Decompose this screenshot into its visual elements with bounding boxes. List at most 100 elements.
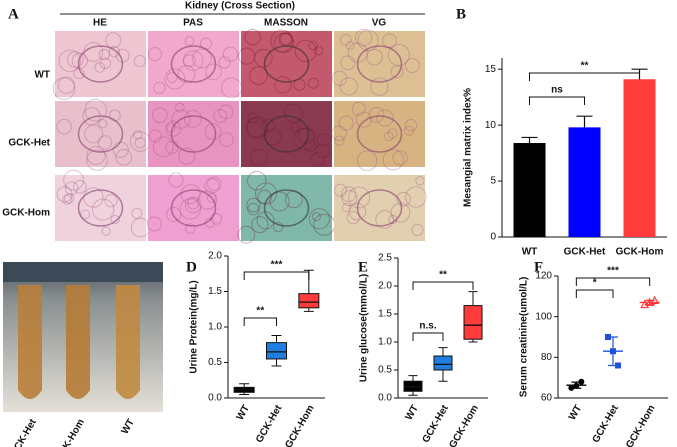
tissue-texture <box>332 70 348 87</box>
tissue-texture <box>98 118 108 129</box>
box <box>298 293 320 309</box>
y-axis-label: Mesangial matrix index% <box>463 88 474 207</box>
tissue-texture <box>338 115 354 131</box>
sd-bar <box>644 299 655 306</box>
tissue-texture <box>197 190 218 210</box>
significance-label: ** <box>256 306 264 317</box>
tissue-texture <box>390 65 404 79</box>
micrograph <box>241 31 332 97</box>
tissue-texture <box>254 48 273 68</box>
whisker <box>438 370 448 382</box>
glomerulus <box>263 115 310 153</box>
y-tick-label: 15 <box>485 64 497 75</box>
significance-bracket <box>412 281 474 290</box>
tube-label: GCK-Hom <box>53 417 86 447</box>
tissue-texture <box>152 136 174 158</box>
tissue-texture <box>218 104 234 120</box>
tissue-texture <box>110 215 120 225</box>
y-tick-label: 0 <box>490 232 496 243</box>
micrograph <box>148 101 239 167</box>
tissue-texture <box>340 55 356 71</box>
tissue-texture <box>279 32 293 46</box>
tissue-texture <box>237 225 256 244</box>
tissue-texture <box>83 187 104 208</box>
tissue-texture <box>307 77 319 89</box>
y-tick-label: 5 <box>490 176 496 187</box>
tissue-texture <box>73 180 87 194</box>
x-tick-label: WT <box>235 403 252 422</box>
whisker <box>239 383 250 388</box>
error-bar <box>521 136 538 144</box>
y-tick-label: 120 <box>535 271 552 282</box>
y-tick-label: 10 <box>485 120 497 131</box>
tissue-texture <box>207 193 217 203</box>
tissue-texture <box>108 46 121 58</box>
tissue-texture <box>179 198 202 220</box>
tissue-texture <box>403 125 415 136</box>
tissue-texture <box>270 29 294 53</box>
tissue-texture <box>105 32 122 49</box>
y-axis-label: Serum creatinine(umol/L) <box>519 277 530 398</box>
tissue-texture <box>404 119 418 132</box>
tissue-texture <box>382 149 404 171</box>
tissue-texture <box>178 147 196 165</box>
tissue-texture <box>184 196 202 214</box>
column-label: PAS <box>183 18 203 29</box>
tissue-texture <box>174 102 185 113</box>
tissue-texture <box>84 124 104 144</box>
y-tick-label: 2.0 <box>208 251 222 262</box>
tissue-texture <box>222 46 238 62</box>
tissue-texture <box>341 203 352 213</box>
tissue-texture <box>99 57 112 70</box>
tissue-texture <box>405 186 427 208</box>
y-axis-label: Urine glucose(mmol/L) <box>359 274 370 382</box>
bar <box>513 143 546 237</box>
tissue-texture <box>134 137 146 149</box>
tissue-texture <box>247 170 267 191</box>
x-tick-label: GCK-Hom <box>616 247 664 258</box>
tissue-texture <box>62 194 73 205</box>
micrograph <box>55 101 146 167</box>
tissue-texture <box>345 40 355 50</box>
tissue-texture <box>392 150 408 166</box>
tissue-texture <box>404 58 420 74</box>
glomerulus <box>77 115 124 153</box>
tissue-texture <box>132 130 143 140</box>
tissue-texture <box>249 66 268 85</box>
tissue-texture <box>387 128 398 139</box>
y-tick-label: 1.0 <box>208 322 222 333</box>
glomerulus <box>170 115 217 153</box>
significance-bracket <box>529 96 585 105</box>
tissue-texture <box>346 211 360 225</box>
tissue-texture <box>354 28 373 47</box>
tissue-texture <box>146 216 162 232</box>
tissue-texture <box>86 149 108 171</box>
tissue-texture <box>251 216 269 234</box>
significance-bracket <box>243 317 277 326</box>
whisker <box>468 291 478 306</box>
x-tick-label: WT <box>567 403 584 422</box>
tissue-texture <box>185 223 196 234</box>
whisker <box>303 269 314 294</box>
glomerulus <box>356 115 403 153</box>
glomerulus <box>170 189 217 227</box>
tissue-texture <box>180 184 201 205</box>
y-tick-label: 0.0 <box>208 393 222 404</box>
tissue-texture <box>351 101 366 116</box>
tissue-texture <box>269 191 290 212</box>
photo-panel: GCK-Het GCK-Hom WT <box>3 262 163 447</box>
micrograph <box>55 175 146 241</box>
x-tick-label: GCK-Hom <box>283 403 316 447</box>
y-tick-label: 60 <box>541 393 553 404</box>
tissue-texture <box>92 198 115 221</box>
tissue-texture <box>165 120 182 137</box>
whisker <box>303 307 314 312</box>
y-tick-label: 1.5 <box>378 309 392 320</box>
tissue-texture <box>339 77 358 96</box>
tissue-texture <box>204 123 222 140</box>
y-tick-label: 1.5 <box>208 286 222 297</box>
tissue-texture <box>341 190 358 207</box>
significance-label: ** <box>581 61 589 72</box>
whisker <box>408 391 418 396</box>
